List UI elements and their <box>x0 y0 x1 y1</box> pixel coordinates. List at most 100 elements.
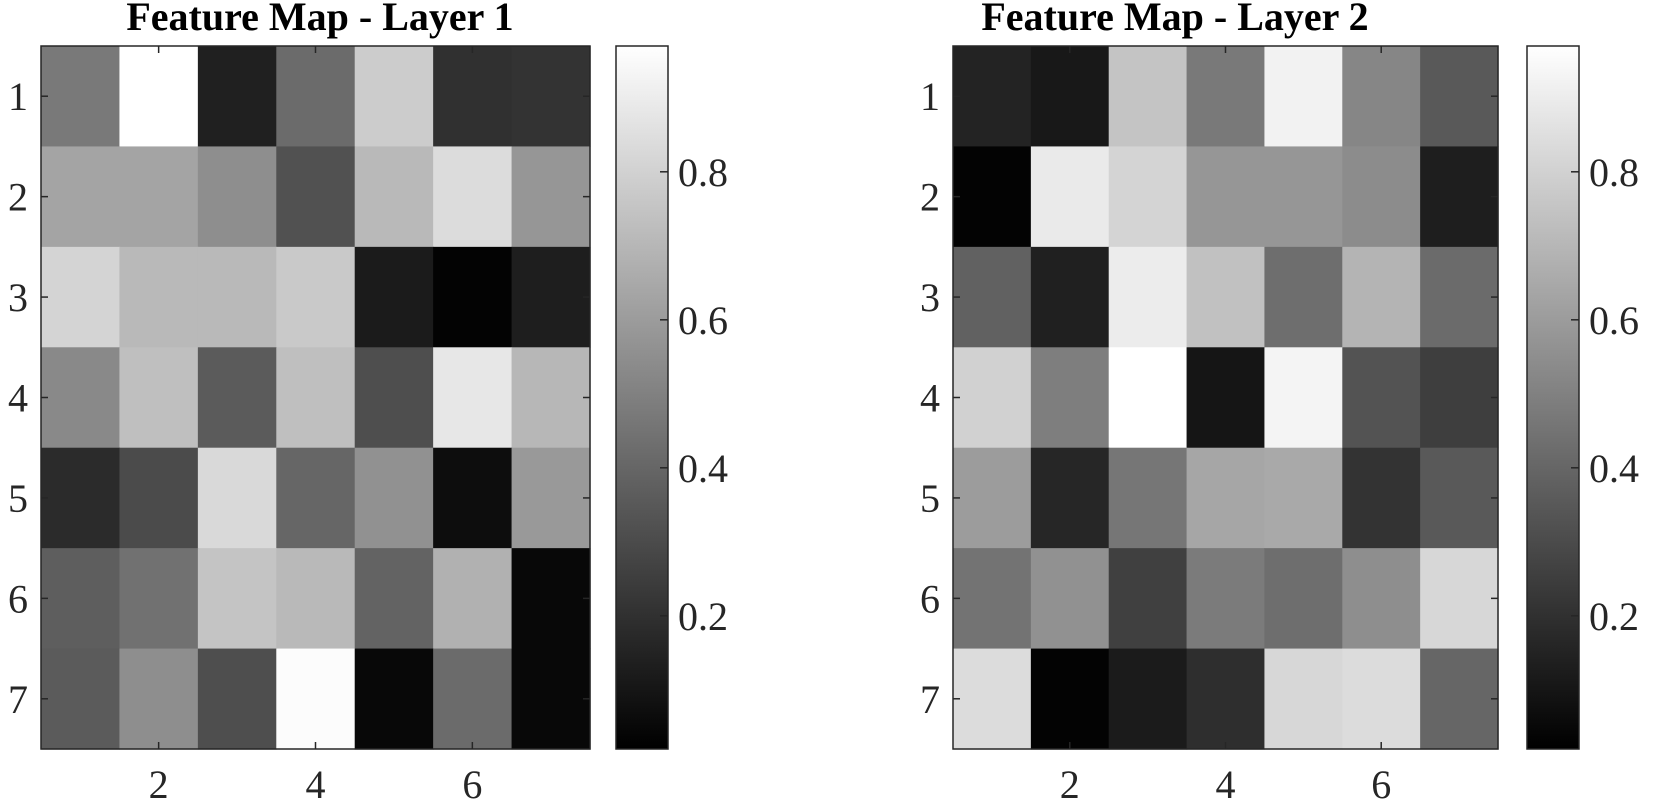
heatmap-cell <box>197 648 277 750</box>
heatmap-cell <box>41 146 121 248</box>
heatmap-cell <box>1420 246 1499 348</box>
heatmap-cell <box>276 46 356 148</box>
y-tick-label: 3 <box>920 275 940 320</box>
heatmap-cell <box>1186 347 1266 449</box>
colorbar-tick-label: 0.2 <box>1589 594 1639 639</box>
heatmap-cell <box>354 146 434 248</box>
heatmap-cell <box>1030 246 1110 348</box>
heatmap-cell <box>354 447 434 549</box>
heatmap-cell <box>1030 146 1110 248</box>
heatmap-cell <box>1264 146 1343 248</box>
heatmap-cell <box>953 46 1032 148</box>
heatmap-cell <box>1420 146 1499 248</box>
heatmap-cell <box>1186 548 1266 650</box>
heatmap-cell <box>1264 548 1343 650</box>
heatmap-cell <box>1342 46 1421 148</box>
heatmap-cell <box>1264 648 1343 750</box>
colorbar <box>615 45 669 750</box>
colorbar-ticks: 0.2 0.4 0.6 0.8 <box>1571 150 1639 639</box>
heatmap-cell <box>1030 548 1110 650</box>
heatmap-cell <box>433 447 513 549</box>
y-tick-label: 5 <box>8 476 28 521</box>
heatmap-cell <box>1186 648 1266 750</box>
heatmap-cell <box>1030 648 1110 750</box>
heatmap-cell <box>197 146 277 248</box>
heatmap-cell <box>1108 648 1188 750</box>
heatmap-cell <box>1342 548 1421 650</box>
x-tick-label: 4 <box>306 762 326 807</box>
heatmap-cell <box>1030 46 1110 148</box>
y-tick-label: 4 <box>920 376 940 421</box>
heatmap-cell <box>953 246 1032 348</box>
y-tick-label: 1 <box>8 74 28 119</box>
heatmap-cell <box>1186 46 1266 148</box>
chart-title: Feature Map - Layer 2 <box>981 0 1368 39</box>
heatmap-cell <box>1186 146 1266 248</box>
colorbar-tick-label: 0.8 <box>1589 150 1639 195</box>
heatmap-cell <box>1108 46 1188 148</box>
heatmap-cell <box>1264 447 1343 549</box>
heatmap-cell <box>1186 447 1266 549</box>
heatmap-cell <box>1030 447 1110 549</box>
heatmap-cell <box>433 548 513 650</box>
heatmap-cell <box>354 46 434 148</box>
heatmap-cell <box>511 648 591 750</box>
heatmap-cell <box>197 548 277 650</box>
heatmap-cell <box>276 648 356 750</box>
heatmap-cell <box>41 648 121 750</box>
y-tick-label: 6 <box>8 576 28 621</box>
heatmap-cell <box>953 648 1032 750</box>
x-tick-label: 6 <box>1371 762 1391 807</box>
heatmap-cell <box>1342 447 1421 549</box>
heatmap-cell <box>511 347 591 449</box>
heatmap-cell <box>41 46 121 148</box>
colorbar-tick-label: 0.2 <box>678 594 728 639</box>
heatmap-cell <box>1342 246 1421 348</box>
heatmap-cell <box>511 246 591 348</box>
heatmap-cell <box>433 246 513 348</box>
heatmap-cell <box>1420 347 1499 449</box>
heatmap-cell <box>41 548 121 650</box>
heatmap-cell <box>354 347 434 449</box>
heatmap-cell <box>354 648 434 750</box>
y-tick-label: 3 <box>8 275 28 320</box>
heatmap-cell <box>276 548 356 650</box>
axes: 2 4 6 1 2 3 4 5 6 7 <box>920 46 1498 807</box>
heatmap-cell <box>276 447 356 549</box>
heatmap-cell <box>119 46 199 148</box>
heatmap-cell <box>119 548 199 650</box>
heatmap-cell <box>1264 347 1343 449</box>
heatmap-cell <box>953 548 1032 650</box>
heatmap-cell <box>1420 548 1499 650</box>
heatmap-cell <box>1342 648 1421 750</box>
heatmap-cell <box>1030 347 1110 449</box>
colorbar-tick-label: 0.6 <box>678 298 728 343</box>
y-tick-label: 7 <box>920 677 940 722</box>
heatmap-cell <box>1420 447 1499 549</box>
heatmap-cell <box>354 548 434 650</box>
heatmap-cell <box>197 46 277 148</box>
heatmap-cell <box>197 246 277 348</box>
heatmap-cell <box>511 548 591 650</box>
colorbar-tick-label: 0.8 <box>678 150 728 195</box>
heatmap-cell <box>433 648 513 750</box>
heatmap-cell <box>953 447 1032 549</box>
heatmap-cell <box>1264 246 1343 348</box>
y-tick-label: 1 <box>920 74 940 119</box>
y-tick-label: 5 <box>920 476 940 521</box>
heatmap-cell <box>119 246 199 348</box>
heatmap-cell <box>276 246 356 348</box>
heatmap-cell <box>197 447 277 549</box>
heatmap-cell <box>41 447 121 549</box>
heatmap-cell <box>354 246 434 348</box>
heatmap-cell <box>1420 46 1499 148</box>
heatmap-cell <box>433 347 513 449</box>
heatmap-cell <box>1108 548 1188 650</box>
heatmap-cell <box>41 246 121 348</box>
heatmap-cell <box>511 146 591 248</box>
heatmap-cells <box>41 46 591 750</box>
heatmap-cell <box>1420 648 1499 750</box>
